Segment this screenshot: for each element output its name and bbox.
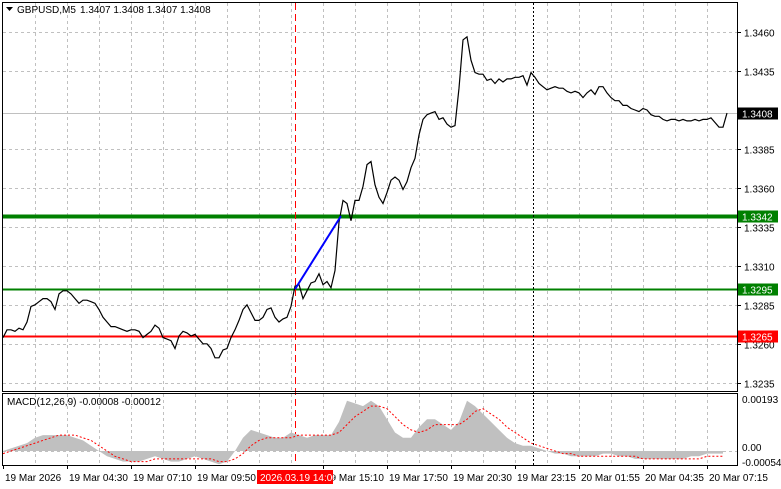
x-tick-label: 19 Mar 2026 [5,473,62,484]
chart-header: GBPUSD,M5 1.3407 1.3408 1.3407 1.3408 [6,5,211,16]
y-tick-label: 1.3435 [744,68,775,79]
trend-line[interactable] [294,215,342,290]
macd-histogram [3,400,723,465]
level-label-bg [738,210,778,223]
y-tick-label: 1.3460 [744,29,775,40]
macd-y-label: 0.00 [742,443,762,454]
macd-signal-line [2,405,723,463]
price-line [2,35,728,359]
y-tick-label: 1.3235 [744,380,775,391]
y-tick-label: 1.3385 [744,146,775,157]
x-tick-label: 19 Mar 07:10 [133,473,192,484]
symbol-timeframe: GBPUSD,M5 [17,5,76,16]
ohlc-values: 1.3407 1.3408 1.3407 1.3408 [80,5,211,16]
macd-y-label: 0.00193 [742,395,779,406]
y-tick-label: 1.3360 [744,185,775,196]
x-tick-label: 19 Mar 17:50 [389,473,448,484]
highlighted-time-bg [257,470,333,484]
level-label: 1.3342 [742,213,773,224]
main-chart-frame [2,2,738,392]
x-tick-label: 20 Mar 04:35 [645,473,704,484]
macd-frame [2,393,738,466]
x-tick-label: 19 Mar 15:10 [325,473,384,484]
axes: 1.3460 1.3435 1.3385 1.3360 1.3335 1.3310 1.32… [3,29,781,484]
y-tick-label: 1.3260 [744,341,775,352]
vertical-markers [295,3,534,465]
y-tick-label: 1.3310 [744,263,775,274]
level-label: 1.3295 [742,286,773,297]
x-tick-label: 19 Mar 20:30 [453,473,512,484]
x-tick-label: 19 Mar 23:15 [517,473,576,484]
highlighted-time-label: 2026.03.19 14:00 [260,473,338,484]
level-label: 1.3265 [742,333,773,344]
triangle-down-icon[interactable] [6,7,13,11]
y-tick-label: 1.3285 [744,302,775,313]
x-tick-label: 20 Mar 01:55 [581,473,640,484]
macd-panel [2,400,737,465]
price-series [2,35,728,359]
level-label-bg [738,330,778,343]
x-tick-label: 19 Mar 04:30 [69,473,128,484]
grid [3,3,737,465]
level-label-bg [738,107,778,120]
x-tick-label: 19 Mar 09:50 [197,473,256,484]
macd-title: MACD(12,26,9) -0.00008 -0.00012 [7,397,161,408]
price-levels [3,113,737,338]
macd-y-label: -0.00054 [742,458,781,469]
level-label-bg [738,283,778,296]
x-tick-label: 20 Mar 07:15 [709,473,768,484]
y-tick-label: 1.3335 [744,224,775,235]
level-label: 1.3408 [742,110,773,121]
